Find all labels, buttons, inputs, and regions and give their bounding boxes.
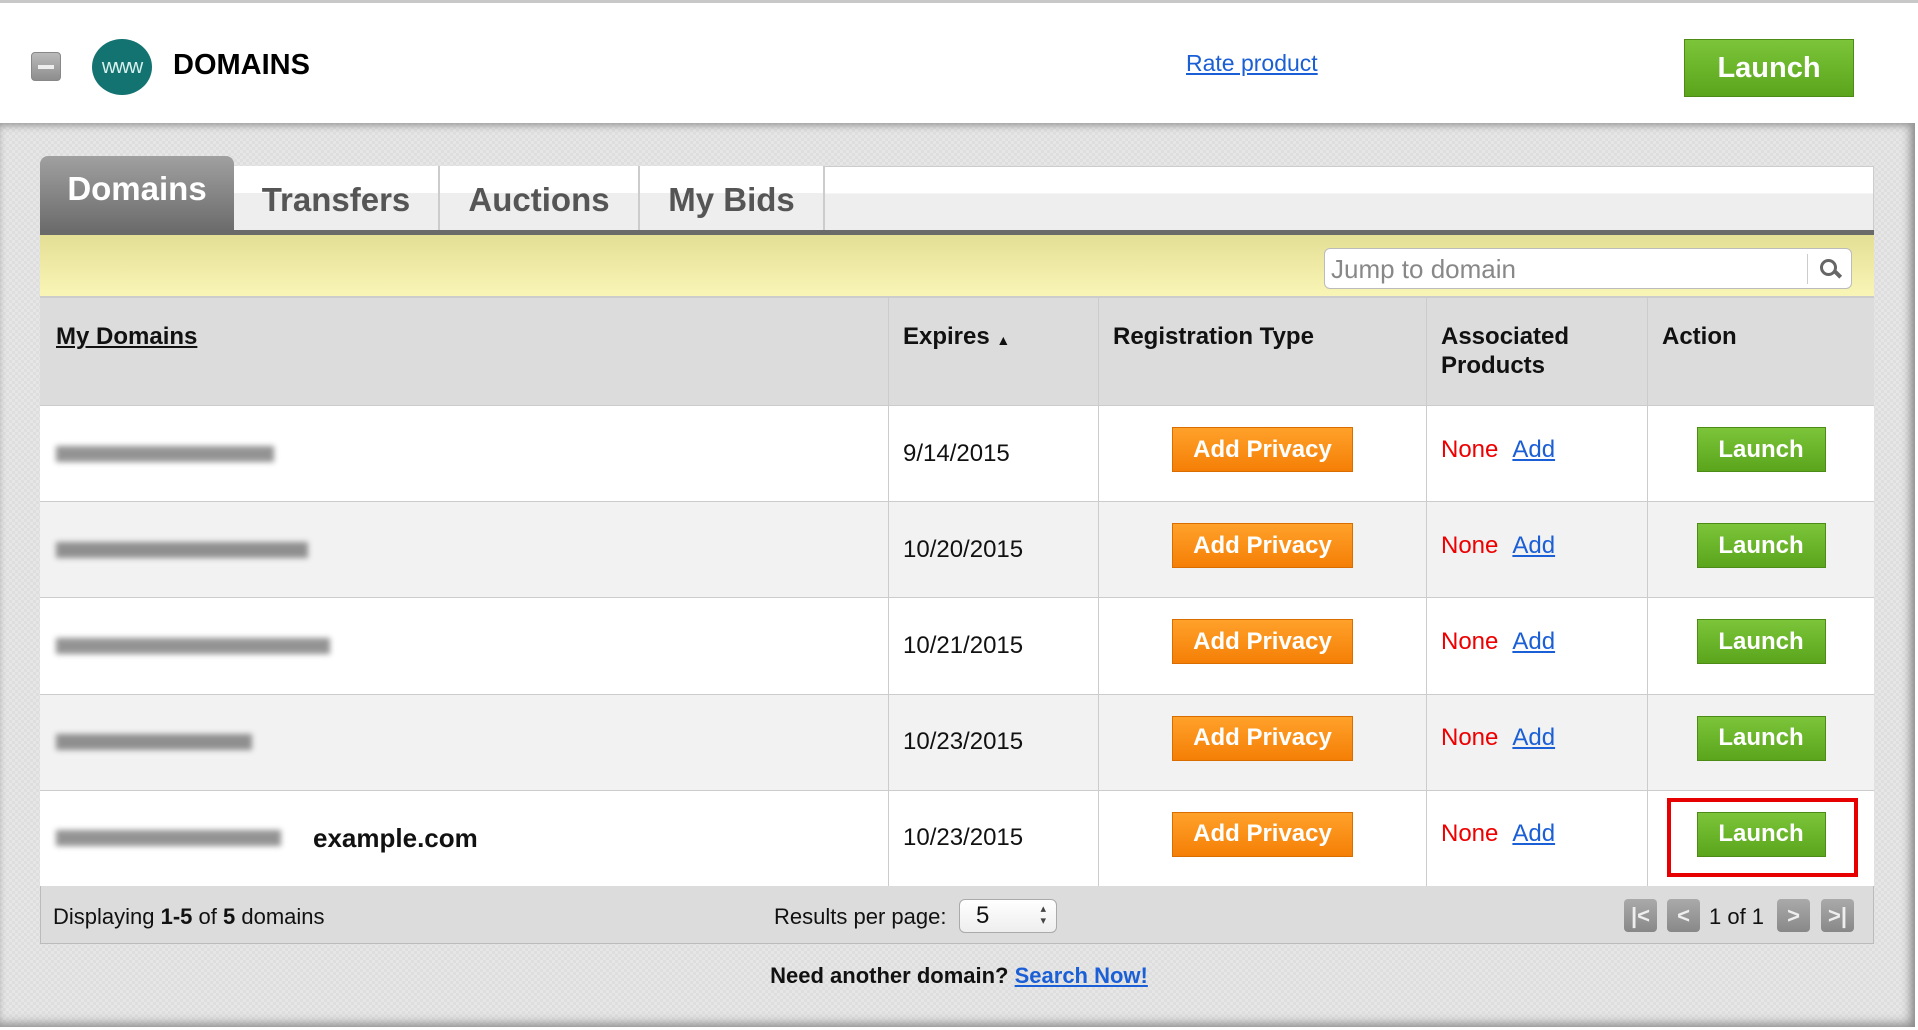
expires-cell: 10/21/2015 xyxy=(889,598,1099,694)
search-now-link[interactable]: Search Now! xyxy=(1014,963,1148,988)
table-row: example.com 10/23/2015 Add Privacy None A… xyxy=(40,790,1874,887)
products-none: None xyxy=(1441,627,1499,655)
www-logo-icon: www xyxy=(92,39,152,95)
products-none: None xyxy=(1441,820,1499,848)
jump-to-domain-field[interactable] xyxy=(1324,248,1852,289)
table-row: 10/23/2015 Add Privacy None Add Launch xyxy=(40,694,1874,791)
expires-header[interactable]: Expires xyxy=(903,323,990,350)
need-another-domain: Need another domain? Search Now! xyxy=(770,963,1148,988)
registration-cell: Add Privacy xyxy=(1099,790,1427,886)
table-header: My Domains Expires ▲ Registration Type A… xyxy=(40,298,1874,406)
expires-cell: 10/23/2015 xyxy=(889,694,1099,790)
expires-cell: 10/20/2015 xyxy=(889,502,1099,598)
registration-cell: Add Privacy xyxy=(1099,406,1427,502)
action-cell: Launch xyxy=(1648,406,1874,501)
tab-my-bids[interactable]: My Bids xyxy=(640,166,825,233)
search-icon[interactable] xyxy=(1807,254,1845,284)
launch-button[interactable]: Launch xyxy=(1696,523,1826,569)
products-none: None xyxy=(1441,435,1499,463)
products-cell: None Add xyxy=(1427,790,1648,886)
products-none: None xyxy=(1441,724,1499,752)
collapse-icon[interactable] xyxy=(31,52,61,81)
launch-button[interactable]: Launch xyxy=(1696,811,1826,857)
col-registration-type: Registration Type xyxy=(1099,298,1427,405)
blurred-domain-name[interactable] xyxy=(56,445,274,462)
tab-underline xyxy=(40,230,1874,235)
domain-cell xyxy=(40,694,889,790)
expires-cell: 10/23/2015 xyxy=(889,790,1099,886)
table-footer: Displaying 1-5 of 5 domains Results per … xyxy=(40,886,1874,944)
last-page-icon[interactable]: >| xyxy=(1821,899,1854,932)
add-product-link[interactable]: Add xyxy=(1512,531,1556,559)
page-info: 1 of 1 xyxy=(1709,904,1765,929)
expires-cell: 9/14/2015 xyxy=(889,406,1099,502)
results-per-page-label: Results per page: xyxy=(774,904,947,929)
add-privacy-button[interactable]: Add Privacy xyxy=(1172,523,1353,569)
table-row: 9/14/2015 Add Privacy None Add Launch xyxy=(40,406,1874,503)
add-privacy-button[interactable]: Add Privacy xyxy=(1172,811,1353,857)
domain-cell xyxy=(40,598,889,694)
add-product-link[interactable]: Add xyxy=(1512,435,1556,463)
prev-page-icon[interactable]: < xyxy=(1667,899,1700,932)
tab-auctions[interactable]: Auctions xyxy=(440,166,640,233)
action-cell: Launch xyxy=(1648,791,1874,886)
domain-cell xyxy=(40,502,889,598)
example-label: example.com xyxy=(313,822,478,853)
add-privacy-button[interactable]: Add Privacy xyxy=(1172,715,1353,761)
blurred-domain-name[interactable] xyxy=(56,541,308,558)
display-count: Displaying 1-5 of 5 domains xyxy=(53,904,325,929)
action-cell: Launch xyxy=(1648,695,1874,790)
app-title: DOMAINS xyxy=(173,49,310,81)
col-my-domains[interactable]: My Domains xyxy=(40,298,889,405)
registration-cell: Add Privacy xyxy=(1099,694,1427,790)
app-header: www DOMAINS Rate product Launch xyxy=(0,0,1918,123)
action-cell: Launch xyxy=(1648,502,1874,597)
registration-cell: Add Privacy xyxy=(1099,598,1427,694)
products-none: None xyxy=(1441,531,1499,559)
table-row: 10/20/2015 Add Privacy None Add Launch xyxy=(40,502,1874,599)
launch-button[interactable]: Launch xyxy=(1684,39,1854,97)
first-page-icon[interactable]: |< xyxy=(1624,899,1657,932)
add-privacy-button[interactable]: Add Privacy xyxy=(1172,427,1353,473)
table-row: 10/21/2015 Add Privacy None Add Launch xyxy=(40,598,1874,695)
launch-button[interactable]: Launch xyxy=(1696,715,1826,761)
col-expires[interactable]: Expires ▲ xyxy=(889,298,1099,405)
sort-my-domains-link[interactable]: My Domains xyxy=(56,323,198,350)
highlight-box xyxy=(1667,798,1858,877)
products-cell: None Add xyxy=(1427,502,1648,598)
results-per-page-select[interactable]: 5 xyxy=(959,899,1057,933)
col-action: Action xyxy=(1662,323,1737,350)
blurred-domain-name[interactable] xyxy=(56,734,252,751)
domain-cell xyxy=(40,406,889,502)
action-cell: Launch xyxy=(1648,598,1874,693)
rate-product-link[interactable]: Rate product xyxy=(1186,50,1318,76)
jump-to-domain-input[interactable] xyxy=(1331,253,1791,285)
sort-asc-icon: ▲ xyxy=(996,332,1011,348)
products-cell: None Add xyxy=(1427,694,1648,790)
products-cell: None Add xyxy=(1427,598,1648,694)
add-privacy-button[interactable]: Add Privacy xyxy=(1172,619,1353,665)
blurred-domain-name[interactable] xyxy=(56,637,330,654)
tab-domains[interactable]: Domains xyxy=(40,156,234,233)
registration-cell: Add Privacy xyxy=(1099,502,1427,598)
blurred-domain-name[interactable] xyxy=(56,830,281,847)
products-cell: None Add xyxy=(1427,406,1648,502)
add-product-link[interactable]: Add xyxy=(1512,627,1556,655)
add-product-link[interactable]: Add xyxy=(1512,724,1556,752)
col-associated-products: Associated Products xyxy=(1427,298,1648,405)
domain-cell: example.com xyxy=(40,790,889,886)
next-page-icon[interactable]: > xyxy=(1777,899,1810,932)
add-product-link[interactable]: Add xyxy=(1512,820,1556,848)
tab-transfers[interactable]: Transfers xyxy=(234,166,440,233)
launch-button[interactable]: Launch xyxy=(1696,619,1826,665)
launch-button[interactable]: Launch xyxy=(1696,427,1826,473)
